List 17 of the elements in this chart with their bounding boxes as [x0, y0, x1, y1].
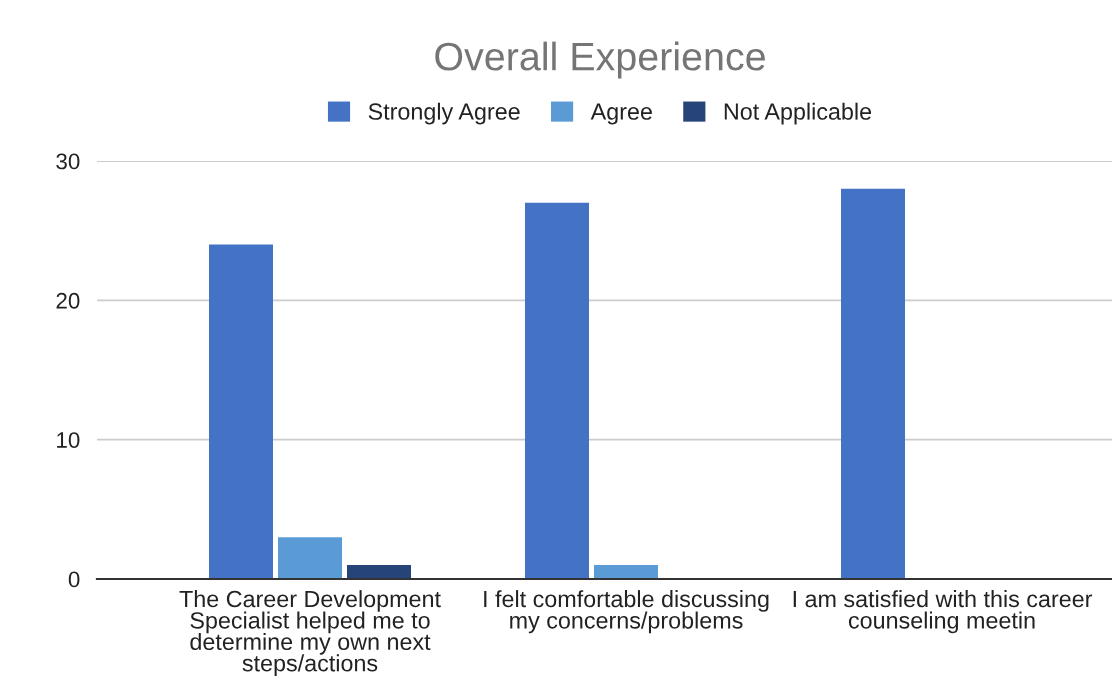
legend-label: Strongly Agree — [368, 102, 520, 125]
y-tick-label: 0 — [68, 571, 80, 588]
x-tick-label: I felt comfortable discussing my concerns/problems — [484, 590, 769, 634]
y-tick-label: 20 — [56, 292, 80, 309]
legend-label: Agree — [590, 103, 652, 125]
y-tick-label: 10 — [57, 432, 80, 448]
legend-label: Not Applicable — [724, 102, 872, 125]
bar — [594, 565, 658, 579]
bar — [209, 244, 273, 579]
chart-title: Overall Experience — [435, 41, 765, 79]
bar — [841, 188, 905, 579]
bar — [347, 565, 411, 579]
bar — [525, 202, 589, 579]
x-tick-label: The Career Development Specialist helped me to determine my own next steps/actions — [179, 590, 441, 677]
y-tick-label: 30 — [56, 153, 80, 170]
bar — [278, 537, 342, 579]
x-tick-label: I am satisfied with this career counseling meetin — [793, 590, 1093, 634]
